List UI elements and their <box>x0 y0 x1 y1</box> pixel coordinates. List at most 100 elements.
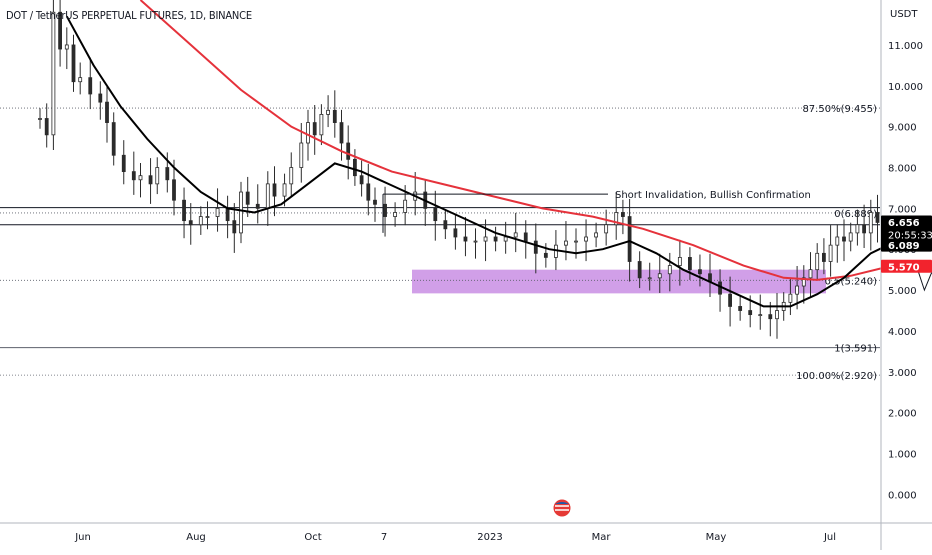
y-tick-label: 0.000 <box>888 490 917 501</box>
candle-body <box>848 232 853 242</box>
candle-body <box>148 175 153 185</box>
fib-level-label: 100.00%(2.920) <box>796 371 877 382</box>
candle-body <box>44 118 49 136</box>
fib-level-label: 0(6.889) <box>834 209 877 220</box>
candle-body <box>523 232 528 242</box>
candle-body <box>78 77 83 83</box>
price-badge <box>881 238 932 252</box>
y-tick-label: 1.000 <box>888 450 917 461</box>
candle-body <box>543 252 548 258</box>
candle-body <box>131 171 136 181</box>
candle-body <box>842 236 846 242</box>
candle-body <box>875 212 880 223</box>
fib-level-label: 87.50%(9.455) <box>802 104 877 115</box>
candle-body <box>339 122 344 144</box>
y-tick-label: 11.000 <box>888 41 923 52</box>
candle-body <box>272 183 277 197</box>
candle-body <box>346 142 351 160</box>
candle-body <box>795 285 799 295</box>
candle-body <box>768 314 773 320</box>
us-flag-icon[interactable] <box>552 498 572 518</box>
x-tick-label: 2023 <box>477 532 502 543</box>
candle-body <box>245 191 250 205</box>
candle-body <box>282 183 287 197</box>
candle-body <box>453 228 458 238</box>
candle-body <box>513 232 518 238</box>
price-badge-label: 5.570 <box>888 262 920 273</box>
candle-body <box>289 167 294 185</box>
y-tick-label: 5.000 <box>888 286 917 297</box>
x-tick-label: Oct <box>304 532 321 543</box>
candle-body <box>98 93 103 103</box>
candle-body <box>788 293 793 303</box>
price-badge-label: 6.089 <box>888 241 920 252</box>
candle-body <box>815 252 820 271</box>
candle-body <box>855 224 860 234</box>
candle-body <box>808 269 813 279</box>
candle-body <box>393 212 398 217</box>
candle-body <box>383 203 387 217</box>
candle-body <box>614 212 619 226</box>
demand-zone <box>412 269 826 294</box>
candle-body <box>366 183 371 201</box>
x-tick-label: May <box>706 532 727 543</box>
ma-slow-line <box>139 0 885 281</box>
candle-body <box>483 236 488 242</box>
x-tick-label: Jul <box>823 532 836 543</box>
candle-body <box>822 252 826 262</box>
candle-body <box>182 199 186 222</box>
candle-body <box>58 11 62 50</box>
chart-title: DOT / TetherUS PERPETUAL FUTURES, 1D, BI… <box>6 9 252 22</box>
candle-body <box>493 236 498 242</box>
annotation-text: Short Invalidation, Bullish Confirmation <box>615 190 811 201</box>
candle-body <box>198 216 203 226</box>
candle-body <box>868 212 873 234</box>
ma-fast-line <box>65 15 889 308</box>
candle-body <box>594 232 598 238</box>
candle-body <box>326 109 331 115</box>
price-badge <box>881 215 932 242</box>
candle-body <box>352 158 357 177</box>
candle-body <box>473 240 478 243</box>
x-tick-label: Aug <box>186 532 206 543</box>
candle-body <box>51 11 56 136</box>
candle-body <box>503 236 508 242</box>
candle-body <box>265 183 270 209</box>
candle-body <box>657 273 662 279</box>
y-tick-label: 7.000 <box>888 204 917 215</box>
candle-body <box>443 220 448 230</box>
candle-body <box>239 191 243 234</box>
candle-body <box>38 118 42 120</box>
candle-body <box>835 236 840 246</box>
candle-body <box>688 257 692 271</box>
candle-body <box>748 310 753 316</box>
currency-label: USDT <box>890 9 918 20</box>
candle-body <box>698 269 702 275</box>
candle-body <box>647 277 652 280</box>
candle-body <box>667 265 672 275</box>
candle-body <box>255 203 260 209</box>
candle-body <box>621 212 625 217</box>
x-tick-label: 7 <box>381 532 387 543</box>
projection-path <box>917 269 932 292</box>
candle-body <box>319 114 324 136</box>
candle-body <box>138 175 143 181</box>
candle-body <box>111 122 116 156</box>
candle-body <box>299 142 304 168</box>
x-tick-label: Jun <box>74 532 91 543</box>
candle-body <box>738 306 743 311</box>
price-badge-label: 6.656 <box>888 218 920 229</box>
y-tick-label: 4.000 <box>888 327 917 338</box>
y-tick-label: 3.000 <box>888 368 917 379</box>
candle-body <box>205 216 210 218</box>
candle-body <box>677 257 682 266</box>
candle-body <box>728 293 732 307</box>
candle-body <box>403 199 408 213</box>
candle-body <box>172 179 176 201</box>
candle-body <box>165 167 170 181</box>
candle-body <box>801 277 806 287</box>
y-tick-label: 9.000 <box>888 123 917 134</box>
y-tick-label: 10.000 <box>888 82 923 93</box>
